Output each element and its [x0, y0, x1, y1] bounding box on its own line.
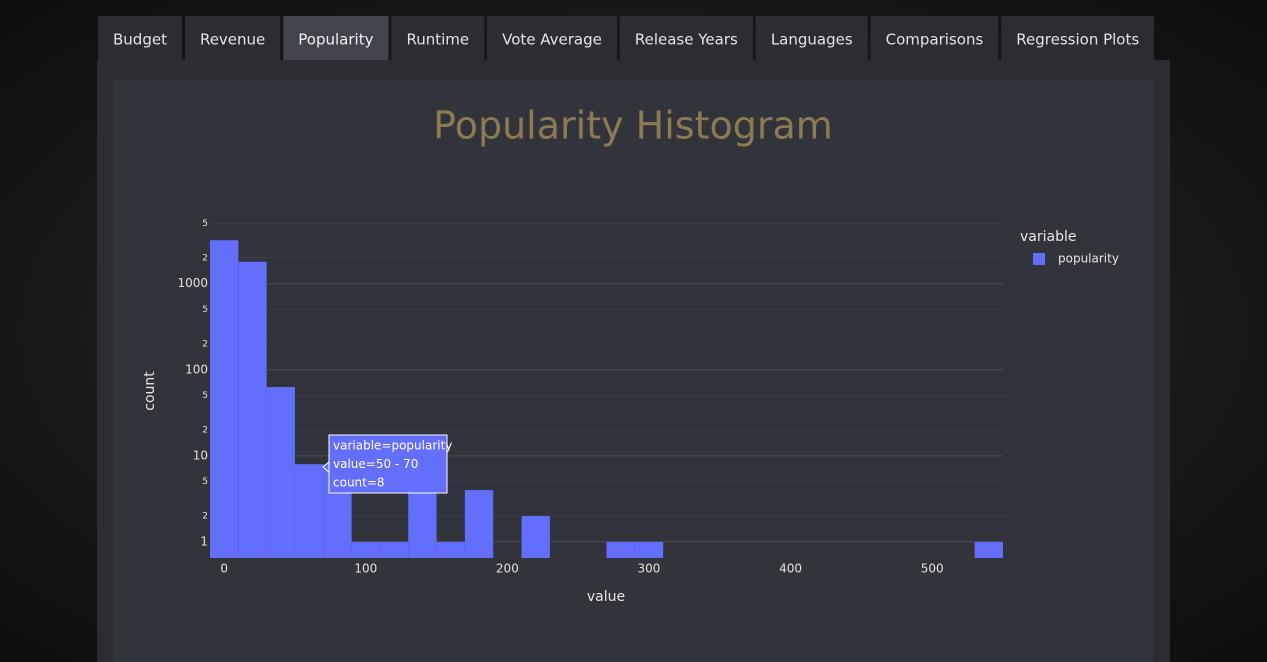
- bar: [634, 541, 664, 558]
- bar: [238, 261, 267, 558]
- tab-label[interactable]: Revenue: [200, 31, 265, 49]
- bar: [436, 541, 465, 558]
- y-tick-label: 1000: [177, 276, 208, 290]
- y-tick-label: 2: [202, 253, 208, 263]
- tab-label[interactable]: Regression Plots: [1016, 31, 1139, 49]
- tab[interactable]: [98, 16, 182, 60]
- chart-card: [113, 80, 1153, 662]
- tab-label[interactable]: Popularity: [298, 31, 373, 49]
- legend-title: variable: [1020, 229, 1076, 245]
- chart-title: Popularity Histogram: [433, 104, 833, 148]
- tab[interactable]: [755, 16, 868, 60]
- y-tick-label: 2: [202, 425, 208, 435]
- y-tick-label: 5: [202, 305, 208, 315]
- y-tick-label: 5: [202, 477, 208, 487]
- y-tick-label: 1: [200, 534, 208, 548]
- tooltip-text: count=8: [333, 476, 385, 490]
- tab[interactable]: [184, 16, 281, 60]
- y-tick-label: 2: [202, 339, 208, 349]
- bar: [266, 387, 295, 558]
- tooltip-box: [328, 434, 448, 494]
- legend-label[interactable]: popularity: [1058, 252, 1119, 266]
- tab-label[interactable]: Release Years: [635, 31, 738, 49]
- y-tick-label: 5: [202, 219, 208, 229]
- bar: [351, 541, 380, 558]
- tab-label[interactable]: Languages: [771, 31, 853, 49]
- tab[interactable]: [1001, 16, 1155, 60]
- bar: [521, 515, 550, 558]
- x-tick-label: 100: [354, 562, 377, 576]
- tab-label[interactable]: Budget: [113, 31, 167, 49]
- tooltip-text: value=50 - 70: [333, 457, 418, 471]
- x-tick-label: 500: [921, 562, 944, 576]
- x-tick-label: 0: [220, 562, 228, 576]
- tab-label[interactable]: Comparisons: [886, 31, 984, 49]
- tab[interactable]: [283, 16, 389, 60]
- bar: [974, 541, 1003, 558]
- x-tick-label: 200: [496, 562, 519, 576]
- tab[interactable]: [487, 16, 617, 60]
- y-tick-label: 5: [202, 391, 208, 401]
- y-tick-label: 100: [185, 362, 208, 376]
- bar: [379, 541, 409, 558]
- y-axis-label: count: [142, 371, 158, 411]
- bar: [464, 490, 494, 558]
- bar: [210, 240, 239, 559]
- tooltip-text: variable=popularity: [333, 439, 452, 453]
- tab[interactable]: [391, 16, 485, 60]
- x-axis-label: value: [587, 589, 625, 605]
- tab[interactable]: [870, 16, 999, 60]
- bar: [606, 541, 635, 558]
- y-tick-label: 2: [202, 511, 208, 521]
- tab-label[interactable]: Runtime: [406, 31, 469, 49]
- x-tick-label: 400: [779, 562, 802, 576]
- tab-label[interactable]: Vote Average: [502, 31, 602, 49]
- legend-swatch: [1033, 253, 1045, 265]
- bar: [294, 464, 324, 558]
- tab[interactable]: [619, 16, 753, 60]
- bar: [408, 490, 437, 558]
- x-tick-label: 300: [638, 562, 661, 576]
- y-tick-label: 10: [193, 448, 208, 462]
